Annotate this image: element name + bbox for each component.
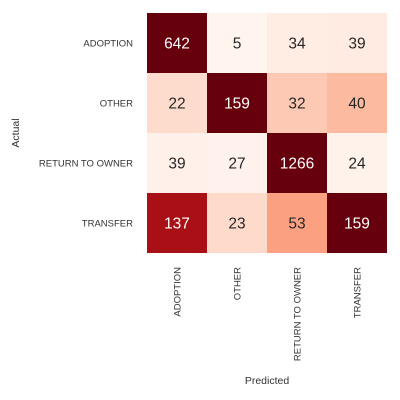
y-tick-label: ADOPTION	[83, 39, 133, 50]
x-tick-label: OTHER	[233, 267, 244, 300]
x-axis-label: Predicted	[245, 375, 290, 387]
heatmap-cell	[267, 193, 327, 253]
heatmap-cell	[147, 133, 207, 193]
cell-value-label: 22	[168, 96, 185, 113]
cell-value-label: 40	[348, 96, 366, 113]
cell-value-label: 53	[288, 216, 305, 233]
cell-value-label: 159	[344, 216, 370, 233]
cell-value-label: 27	[228, 156, 245, 173]
cell-value-label: 137	[164, 216, 190, 233]
cell-value-label: 34	[288, 36, 306, 53]
x-tick-label: ADOPTION	[173, 267, 184, 317]
heatmap-cell	[147, 73, 207, 133]
heatmap-cell	[267, 133, 327, 193]
x-tick-label: RETURN TO OWNER	[293, 267, 304, 361]
heatmap-cell	[327, 73, 387, 133]
cell-value-label: 1266	[280, 156, 314, 173]
heatmap-cell	[147, 193, 207, 253]
cell-value-label: 39	[168, 156, 185, 173]
heatmap-cells	[147, 13, 387, 253]
heatmap-cell	[207, 193, 267, 253]
cell-value-label: 32	[288, 96, 305, 113]
x-tick-labels: ADOPTION OTHER RETURN TO OWNER TRANSFER	[173, 267, 364, 361]
heatmap-cell	[147, 13, 207, 73]
heatmap-cell	[207, 73, 267, 133]
heatmap-cell	[207, 13, 267, 73]
cell-value-label: 642	[164, 36, 190, 53]
y-tick-label: RETURN TO OWNER	[39, 159, 133, 170]
heatmap-cell	[267, 73, 327, 133]
cell-value-label: 159	[224, 96, 250, 113]
x-tick-label: TRANSFER	[353, 267, 364, 318]
heatmap-cell	[207, 133, 267, 193]
y-axis-label: Actual	[10, 118, 22, 147]
cell-value-label: 23	[228, 216, 245, 233]
heatmap-cell	[267, 13, 327, 73]
cell-value-label: 39	[348, 36, 365, 53]
y-tick-label: OTHER	[100, 99, 133, 110]
heatmap-cell	[327, 13, 387, 73]
cell-value-label: 24	[348, 156, 366, 173]
heatmap-cell-labels: 642 5 34 39 22 159 32 40 39 27 1266 24 137 23 53 159	[164, 36, 370, 233]
heatmap-cell	[327, 193, 387, 253]
heatmap-cell	[327, 133, 387, 193]
y-tick-labels: ADOPTION OTHER RETURN TO OWNER TRANSFER	[39, 39, 133, 230]
cell-value-label: 5	[233, 36, 242, 53]
y-tick-label: TRANSFER	[82, 219, 133, 230]
